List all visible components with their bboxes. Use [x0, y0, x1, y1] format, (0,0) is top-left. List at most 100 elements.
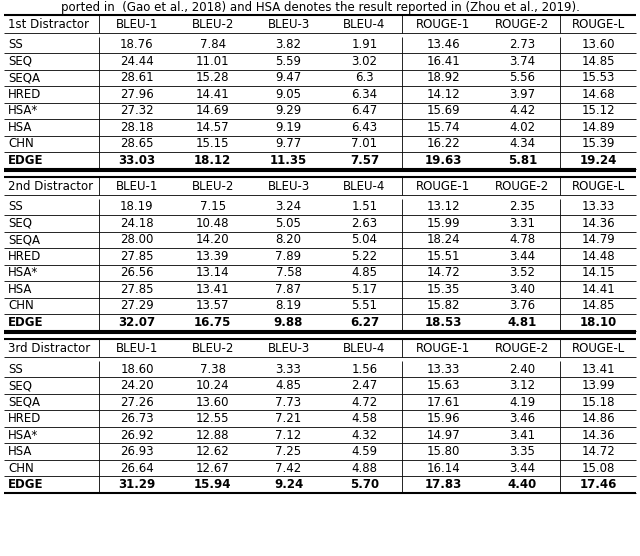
Text: 15.96: 15.96 — [426, 412, 460, 425]
Text: 6.34: 6.34 — [351, 88, 378, 101]
Text: 3.82: 3.82 — [276, 38, 301, 51]
Text: BLEU-4: BLEU-4 — [343, 180, 385, 192]
Text: CHN: CHN — [8, 461, 34, 475]
Text: 13.12: 13.12 — [426, 201, 460, 214]
Text: 9.24: 9.24 — [274, 478, 303, 491]
Text: ROUGE-2: ROUGE-2 — [495, 342, 550, 355]
Text: BLEU-3: BLEU-3 — [268, 17, 310, 31]
Text: ported in  (Gao et al., 2018) and HSA denotes the result reported in (Zhou et al: ported in (Gao et al., 2018) and HSA den… — [61, 1, 579, 13]
Text: 3.12: 3.12 — [509, 379, 536, 392]
Text: 26.73: 26.73 — [120, 412, 154, 425]
Text: 13.39: 13.39 — [196, 250, 230, 263]
Text: 15.28: 15.28 — [196, 71, 230, 85]
Text: 4.85: 4.85 — [351, 266, 378, 280]
Text: BLEU-3: BLEU-3 — [268, 180, 310, 192]
Text: 14.86: 14.86 — [581, 412, 615, 425]
Text: 12.88: 12.88 — [196, 429, 230, 441]
Text: 13.57: 13.57 — [196, 300, 230, 312]
Text: 18.10: 18.10 — [579, 316, 617, 329]
Text: 27.85: 27.85 — [120, 283, 154, 296]
Text: 8.19: 8.19 — [275, 300, 301, 312]
Text: 27.96: 27.96 — [120, 88, 154, 101]
Text: ROUGE-2: ROUGE-2 — [495, 180, 550, 192]
Text: 3.44: 3.44 — [509, 461, 536, 475]
Text: 13.41: 13.41 — [581, 363, 615, 375]
Text: 24.20: 24.20 — [120, 379, 154, 392]
Text: SEQA: SEQA — [8, 71, 40, 85]
Text: 18.19: 18.19 — [120, 201, 154, 214]
Text: 28.00: 28.00 — [120, 234, 154, 246]
Text: 6.3: 6.3 — [355, 71, 374, 85]
Text: 14.41: 14.41 — [196, 88, 230, 101]
Text: 18.76: 18.76 — [120, 38, 154, 51]
Text: 7.87: 7.87 — [275, 283, 301, 296]
Text: 27.85: 27.85 — [120, 250, 154, 263]
Text: SEQ: SEQ — [8, 217, 32, 230]
Text: 26.56: 26.56 — [120, 266, 154, 280]
Text: 13.46: 13.46 — [426, 38, 460, 51]
Text: 7.42: 7.42 — [275, 461, 301, 475]
Text: 7.01: 7.01 — [351, 137, 378, 150]
Text: 27.29: 27.29 — [120, 300, 154, 312]
Text: 26.64: 26.64 — [120, 461, 154, 475]
Text: HSA: HSA — [8, 283, 33, 296]
Text: CHN: CHN — [8, 137, 34, 150]
Text: ROUGE-1: ROUGE-1 — [416, 17, 470, 31]
Text: 15.15: 15.15 — [196, 137, 230, 150]
Text: 4.02: 4.02 — [509, 121, 536, 134]
Text: HSA: HSA — [8, 445, 33, 458]
Text: 4.42: 4.42 — [509, 105, 536, 117]
Text: 3.52: 3.52 — [509, 266, 535, 280]
Text: 3.40: 3.40 — [509, 283, 535, 296]
Text: HRED: HRED — [8, 250, 42, 263]
Text: 16.22: 16.22 — [426, 137, 460, 150]
Text: 5.05: 5.05 — [276, 217, 301, 230]
Text: 2.63: 2.63 — [351, 217, 378, 230]
Text: HSA: HSA — [8, 121, 33, 134]
Text: 15.18: 15.18 — [581, 395, 615, 409]
Text: 7.89: 7.89 — [275, 250, 301, 263]
Text: 15.80: 15.80 — [427, 445, 460, 458]
Text: 5.70: 5.70 — [349, 478, 379, 491]
Text: HSA*: HSA* — [8, 266, 38, 280]
Text: 18.92: 18.92 — [426, 71, 460, 85]
Text: 3.76: 3.76 — [509, 300, 536, 312]
Text: 3.41: 3.41 — [509, 429, 536, 441]
Text: 3rd Distractor: 3rd Distractor — [8, 342, 90, 355]
Text: BLEU-2: BLEU-2 — [191, 180, 234, 192]
Text: 2.35: 2.35 — [509, 201, 535, 214]
Text: 13.60: 13.60 — [196, 395, 230, 409]
Text: 17.46: 17.46 — [579, 478, 617, 491]
Text: 18.53: 18.53 — [424, 316, 462, 329]
Text: ROUGE-2: ROUGE-2 — [495, 17, 550, 31]
Text: 10.24: 10.24 — [196, 379, 230, 392]
Text: SEQ: SEQ — [8, 379, 32, 392]
Text: 9.05: 9.05 — [276, 88, 301, 101]
Text: 7.12: 7.12 — [275, 429, 301, 441]
Text: HSA*: HSA* — [8, 429, 38, 441]
Text: 15.12: 15.12 — [581, 105, 615, 117]
Text: BLEU-2: BLEU-2 — [191, 17, 234, 31]
Text: 5.56: 5.56 — [509, 71, 535, 85]
Text: 2nd Distractor: 2nd Distractor — [8, 180, 93, 192]
Text: 6.43: 6.43 — [351, 121, 378, 134]
Text: 16.41: 16.41 — [426, 55, 460, 68]
Text: 19.63: 19.63 — [424, 154, 462, 167]
Text: 2.40: 2.40 — [509, 363, 536, 375]
Text: 18.24: 18.24 — [426, 234, 460, 246]
Text: ROUGE-L: ROUGE-L — [572, 17, 625, 31]
Text: EDGE: EDGE — [8, 154, 44, 167]
Text: ROUGE-1: ROUGE-1 — [416, 342, 470, 355]
Text: ROUGE-L: ROUGE-L — [572, 342, 625, 355]
Text: 12.67: 12.67 — [196, 461, 230, 475]
Text: 33.03: 33.03 — [118, 154, 156, 167]
Text: 14.36: 14.36 — [581, 217, 615, 230]
Text: 14.48: 14.48 — [581, 250, 615, 263]
Text: 7.57: 7.57 — [349, 154, 379, 167]
Text: 10.48: 10.48 — [196, 217, 230, 230]
Text: 11.01: 11.01 — [196, 55, 230, 68]
Text: 15.35: 15.35 — [427, 283, 460, 296]
Text: SEQ: SEQ — [8, 55, 32, 68]
Text: 15.99: 15.99 — [426, 217, 460, 230]
Text: ROUGE-L: ROUGE-L — [572, 180, 625, 192]
